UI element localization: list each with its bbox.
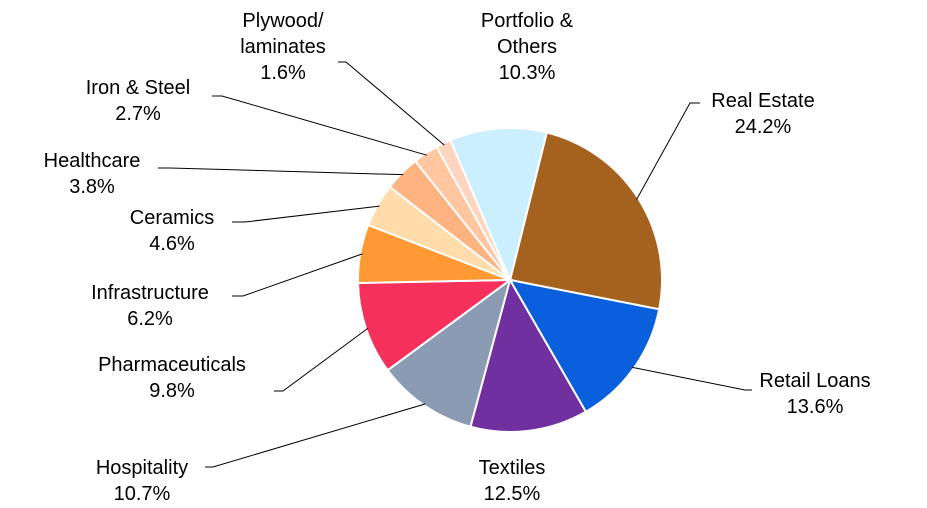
category-label: Plywood/ laminates — [240, 10, 326, 58]
category-label: Retail Loans — [759, 370, 871, 392]
pie-slice — [386, 277, 512, 428]
value-label: 10.7% — [113, 483, 171, 505]
slice-label: Real Estate 24.2% — [711, 88, 814, 140]
leader-line — [232, 253, 363, 297]
category-label: Iron & Steel — [85, 77, 191, 99]
pie-slice — [449, 127, 548, 284]
category-label: Hospitality — [95, 457, 189, 479]
category-label: Portfolio & Others — [480, 10, 574, 58]
category-label: Real Estate — [711, 90, 815, 112]
leader-line — [212, 95, 427, 156]
leader-line — [205, 403, 426, 468]
slice-label: Plywood/ laminates 1.6% — [223, 8, 343, 86]
value-label: 24.2% — [734, 116, 792, 138]
slice-label: Ceramics 4.6% — [130, 205, 214, 257]
leader-line — [158, 167, 404, 176]
pie-slice — [508, 278, 661, 414]
leader-line — [232, 205, 380, 223]
value-label: 9.8% — [149, 380, 195, 402]
slice-label: Portfolio & Others 10.3% — [467, 8, 587, 86]
value-label: 3.8% — [69, 176, 115, 198]
leader-line — [636, 102, 700, 200]
slice-label: Retail Loans 13.6% — [759, 368, 870, 420]
slice-label: Hospitality 10.7% — [96, 455, 188, 507]
leader-line — [274, 327, 369, 392]
value-label: 2.7% — [115, 103, 161, 125]
category-label: Ceramics — [129, 207, 215, 229]
leader-line — [631, 366, 752, 391]
slice-label: Iron & Steel 2.7% — [86, 75, 191, 127]
slice-label: Healthcare 3.8% — [44, 148, 141, 200]
category-label: Healthcare — [43, 150, 141, 172]
value-label: 1.6% — [260, 62, 306, 84]
pie-slice — [508, 131, 663, 311]
category-label: Pharmaceuticals — [98, 354, 246, 376]
value-label: 4.6% — [149, 233, 195, 255]
value-label: 6.2% — [127, 308, 173, 330]
pie-slice — [469, 277, 588, 433]
slice-label: Textiles 12.5% — [479, 455, 546, 507]
leader-line — [338, 61, 445, 146]
value-label: 13.6% — [786, 396, 844, 418]
pie-slice — [357, 278, 514, 372]
slice-label: Infrastructure 6.2% — [91, 280, 209, 332]
category-label: Textiles — [478, 457, 546, 479]
category-label: Infrastructure — [91, 282, 209, 304]
value-label: 10.3% — [498, 62, 556, 84]
slice-label: Pharmaceuticals 9.8% — [98, 352, 246, 404]
value-label: 12.5% — [483, 483, 541, 505]
